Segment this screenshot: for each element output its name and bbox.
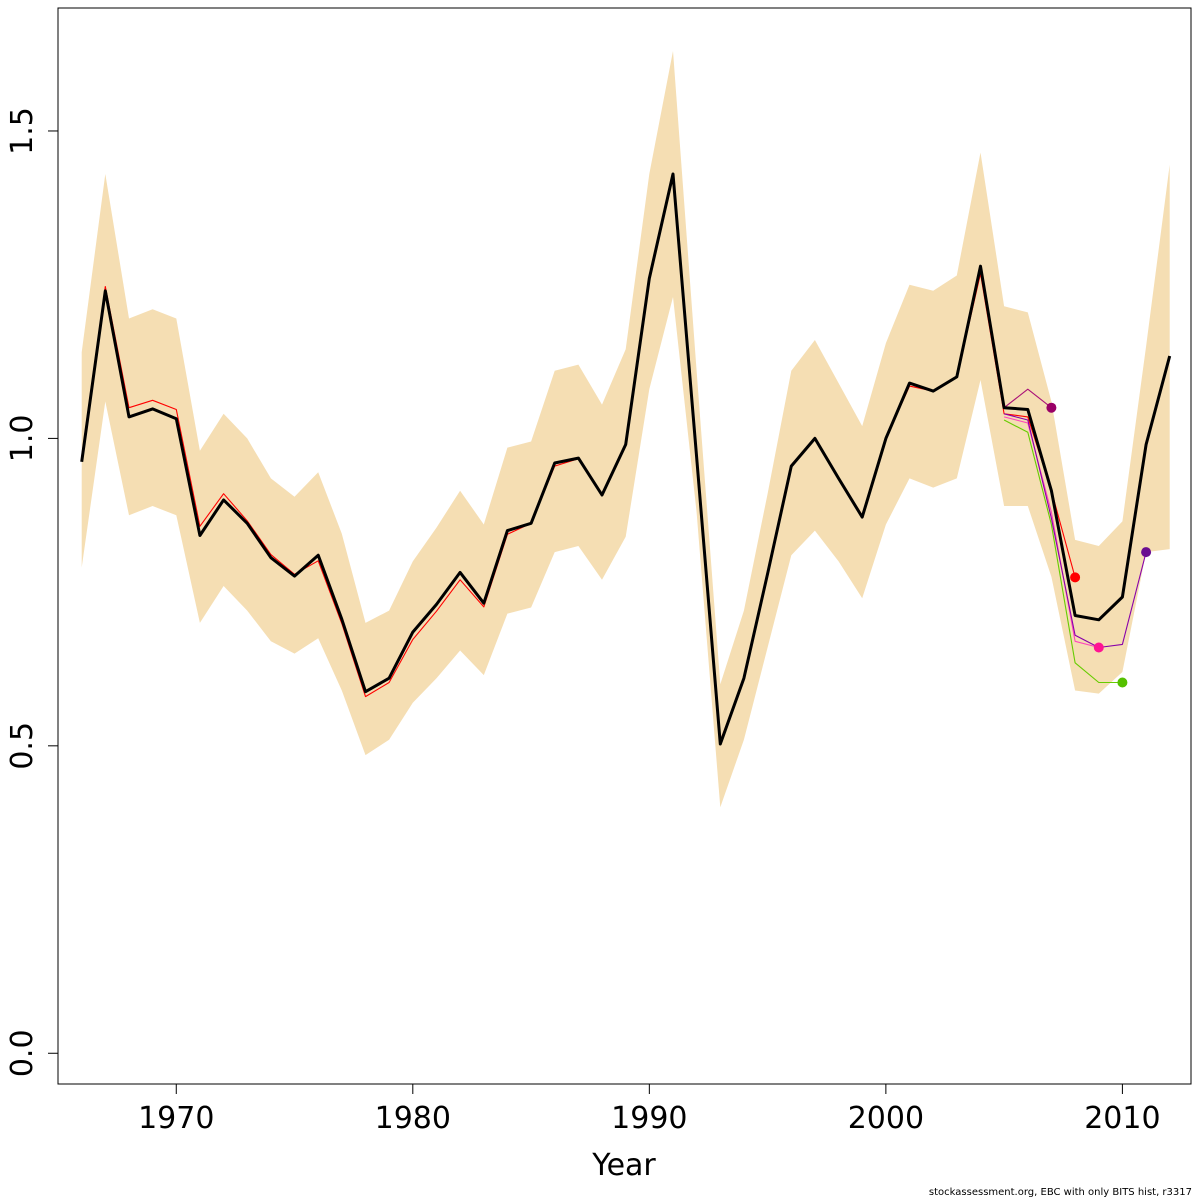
x-tick-label-2010: 2010 [1084,1101,1160,1136]
series-line-main [80,172,1172,746]
series-layer [80,172,1172,746]
plot-frame [57,7,1192,1085]
x-axis-title: Year [591,1148,656,1183]
y-tick-label-1.0: 1.0 [5,415,40,463]
series-line-retro-2 [1003,388,1052,409]
x-tick-label-1990: 1990 [611,1101,687,1136]
confidence-band [81,51,1170,808]
series-line-retro-4 [1003,419,1123,684]
series-line-retro-5 [1003,413,1147,649]
confidence-band-layer [81,51,1170,808]
y-tick-label-0.5: 0.5 [5,722,40,770]
footer-note: stockassessment.org, EBC with only BITS … [928,1187,1192,1198]
endpoint-marker-5 [1141,547,1152,558]
endpoint-layer [1046,402,1152,688]
x-tick-label-1970: 1970 [138,1101,214,1136]
y-axis: 0.0 0.5 1.0 1.5 [5,107,58,1077]
endpoint-marker-3 [1093,642,1104,653]
endpoint-marker-2 [1070,572,1081,583]
series-line-retro-3 [1003,416,1099,649]
x-tick-label-2000: 2000 [848,1101,924,1136]
x-tick-label-1980: 1980 [375,1101,451,1136]
y-tick-label-0.0: 0.0 [5,1029,40,1077]
endpoint-marker-1 [1046,402,1057,413]
x-axis: 1970 1980 1990 2000 2010 [138,1084,1161,1136]
y-tick-label-1.5: 1.5 [5,107,40,155]
endpoint-marker-4 [1117,677,1128,688]
